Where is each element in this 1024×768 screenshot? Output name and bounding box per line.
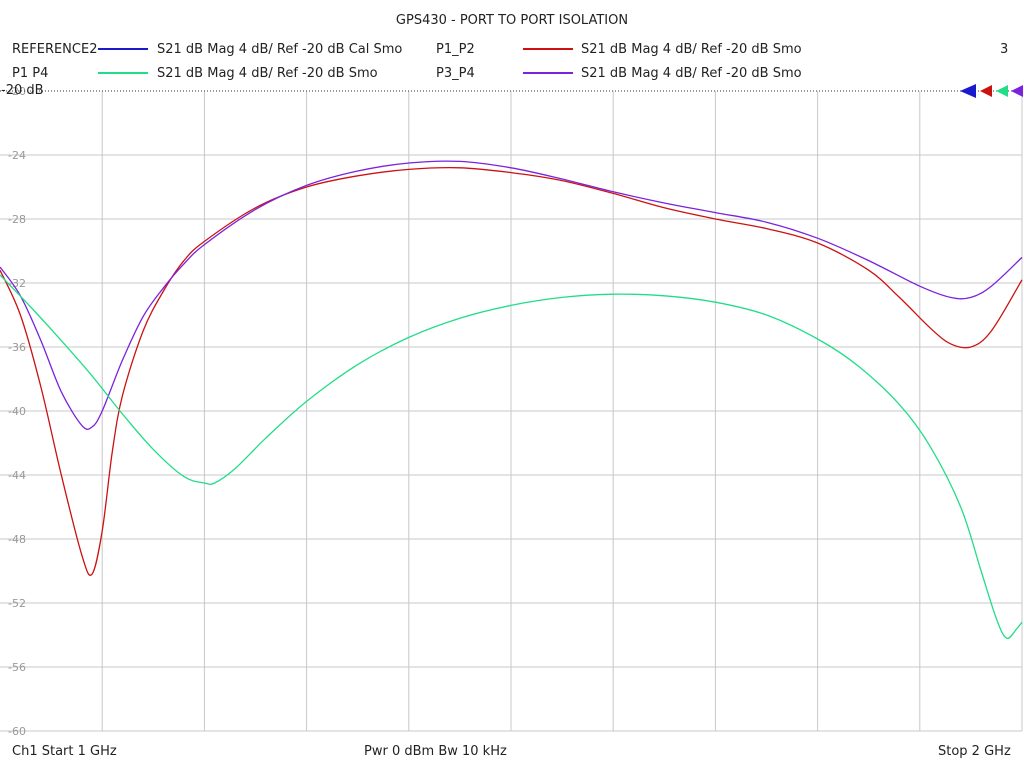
legend-label-p1-p4: P1 P4 — [12, 66, 49, 81]
reference-markers — [960, 84, 1023, 98]
legend-swatch-p1-p2 — [523, 48, 573, 50]
start-frequency-label: Ch1 Start 1 GHz — [12, 744, 117, 759]
y-tick-label: -40 — [8, 405, 26, 418]
reference-marker-p1-p4 — [996, 85, 1008, 97]
series-traces — [0, 160, 1023, 640]
page-number: 3 — [1000, 42, 1009, 57]
legend-desc-p1-p4: S21 dB Mag 4 dB/ Ref -20 dB Smo — [157, 66, 378, 81]
chart-title: GPS430 - PORT TO PORT ISOLATION — [395, 13, 629, 28]
y-tick-label: -52 — [8, 597, 26, 610]
y-tick-label: -56 — [8, 661, 26, 674]
power-bandwidth-label: Pwr 0 dBm Bw 10 kHz — [364, 744, 507, 759]
y-tick-label: -32 — [8, 277, 26, 290]
y-tick-label: -36 — [8, 341, 26, 354]
legend-swatch-reference2 — [98, 48, 148, 50]
legend-label-p3-p4: P3_P4 — [436, 66, 475, 81]
legend-label-p1-p2: P1_P2 — [436, 42, 475, 57]
series-line-p3-p4 — [0, 160, 1023, 430]
y-tick-label: -28 — [8, 213, 26, 226]
legend-desc-reference2: S21 dB Mag 4 dB/ Ref -20 dB Cal Smo — [157, 42, 403, 57]
series-line-p1-p2 — [0, 167, 1023, 576]
reference-level-label: -20 dB — [1, 83, 44, 98]
legend-desc-p1-p2: S21 dB Mag 4 dB/ Ref -20 dB Smo — [581, 42, 802, 57]
reference-marker-p3-p4 — [1011, 85, 1023, 97]
y-tick-label: -24 — [8, 149, 26, 162]
series-line-p1-p4 — [0, 274, 1023, 640]
legend-desc-p3-p4: S21 dB Mag 4 dB/ Ref -20 dB Smo — [581, 66, 802, 81]
y-tick-label: -60 — [8, 725, 26, 738]
y-tick-label: -44 — [8, 469, 26, 482]
y-tick-label: -20 — [8, 85, 26, 98]
legend-swatch-p3-p4 — [523, 72, 573, 74]
grid — [0, 91, 1023, 732]
legend-label-reference2: REFERENCE2 — [12, 42, 98, 57]
reference-marker-reference2 — [960, 84, 976, 98]
y-tick-labels: -20 -24 -28 -32 -36 -40 -44 -48 -52 -56 -60 — [8, 85, 26, 738]
legend-swatch-p1-p4 — [98, 72, 148, 74]
y-tick-label: -48 — [8, 533, 26, 546]
reference-marker-p1-p2 — [980, 85, 992, 97]
stop-frequency-label: Stop 2 GHz — [938, 744, 1011, 759]
